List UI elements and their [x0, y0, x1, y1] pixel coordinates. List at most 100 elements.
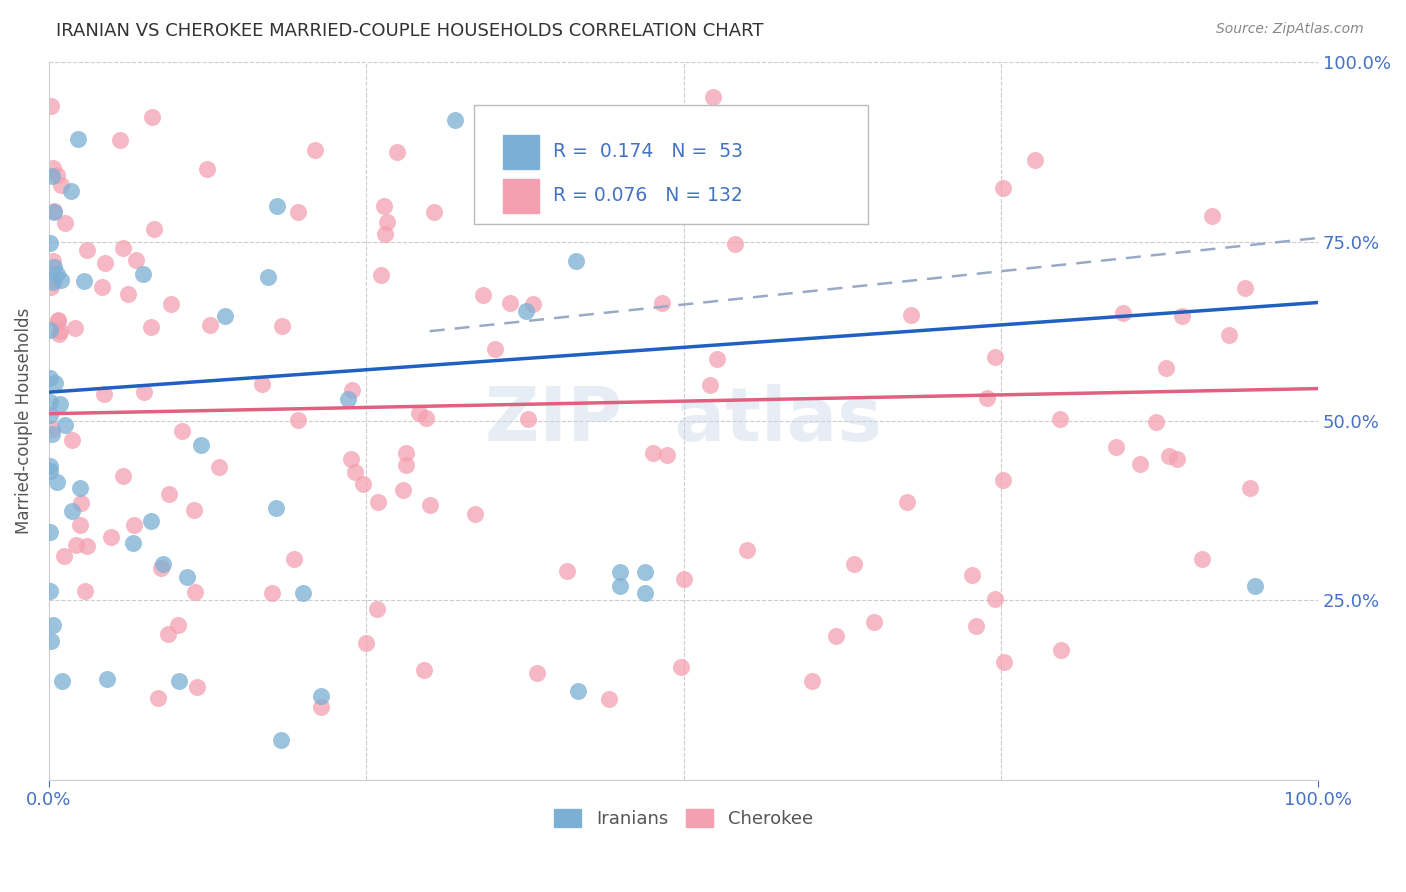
Point: [419, 498, 441, 512]
Point: [46, 314, 69, 328]
Point: [515, 304, 537, 318]
Point: [139, 319, 162, 334]
Point: [60, 504, 83, 518]
Point: [167, 617, 190, 632]
Point: [408, 406, 430, 420]
Point: [702, 90, 724, 104]
Point: [108, 133, 131, 147]
Point: [464, 507, 486, 521]
Point: [373, 199, 395, 213]
Point: [125, 253, 148, 268]
Point: [100, 530, 122, 544]
Point: [42, 275, 65, 289]
Point: [39, 459, 62, 474]
Point: [1239, 481, 1261, 495]
Point: [75, 583, 97, 598]
Point: [39, 99, 62, 113]
Point: [671, 659, 693, 673]
Point: [159, 297, 181, 311]
Point: [472, 288, 495, 302]
Point: [46, 168, 69, 182]
Point: [39, 583, 62, 598]
Point: [567, 684, 589, 698]
Point: [49, 324, 72, 338]
Point: [53, 216, 76, 230]
Point: [41, 169, 63, 183]
Point: [39, 235, 62, 250]
Point: [65, 321, 87, 335]
Point: [602, 161, 624, 175]
Bar: [503, 135, 538, 169]
Point: [250, 376, 273, 391]
Point: [1050, 643, 1073, 657]
Point: [124, 517, 146, 532]
Point: [340, 452, 363, 467]
Point: [1171, 309, 1194, 323]
Point: [207, 460, 229, 475]
Point: [1129, 457, 1152, 471]
Point: [387, 145, 409, 160]
Point: [526, 665, 548, 680]
Point: [415, 411, 437, 425]
Point: [609, 579, 631, 593]
Point: [44, 260, 66, 274]
Point: [139, 514, 162, 528]
Point: [484, 342, 506, 356]
Point: [699, 378, 721, 392]
Point: [367, 495, 389, 509]
Point: [46, 313, 69, 327]
Point: [132, 384, 155, 399]
Point: [374, 227, 396, 241]
Point: [271, 318, 294, 333]
Point: [39, 408, 62, 422]
Point: [304, 143, 326, 157]
Point: [93, 386, 115, 401]
Point: [564, 254, 586, 268]
Point: [52, 549, 75, 563]
Point: [309, 700, 332, 714]
Point: [60, 433, 83, 447]
Point: [69, 518, 91, 533]
Point: [309, 690, 332, 704]
Point: [1105, 440, 1128, 454]
Text: IRANIAN VS CHEROKEE MARRIED-COUPLE HOUSEHOLDS CORRELATION CHART: IRANIAN VS CHEROKEE MARRIED-COUPLE HOUSE…: [56, 22, 763, 40]
Point: [146, 691, 169, 706]
Point: [900, 308, 922, 322]
Point: [49, 397, 72, 411]
Point: [39, 322, 62, 336]
Point: [651, 295, 673, 310]
Point: [1201, 210, 1223, 224]
Point: [800, 674, 823, 689]
Point: [340, 383, 363, 397]
Point: [76, 243, 98, 257]
Point: [283, 551, 305, 566]
Point: [270, 732, 292, 747]
Point: [1166, 452, 1188, 467]
Point: [624, 166, 647, 180]
Point: [965, 619, 987, 633]
Point: [976, 392, 998, 406]
Point: [724, 236, 747, 251]
Point: [262, 585, 284, 599]
Text: R =  0.174   N =  53: R = 0.174 N = 53: [553, 142, 742, 161]
Point: [39, 525, 62, 540]
Point: [647, 134, 669, 148]
Point: [42, 204, 65, 219]
Point: [39, 634, 62, 648]
Point: [370, 268, 392, 283]
Point: [69, 496, 91, 510]
Point: [41, 422, 63, 436]
Point: [598, 692, 620, 706]
Point: [641, 445, 664, 459]
Point: [186, 681, 208, 695]
Point: [287, 205, 309, 219]
Point: [53, 417, 76, 432]
Point: [169, 674, 191, 689]
Point: [48, 326, 70, 341]
Point: [195, 162, 218, 177]
Legend: Iranians, Cherokee: Iranians, Cherokee: [547, 801, 820, 835]
Point: [1157, 449, 1180, 463]
Point: [152, 558, 174, 572]
Text: Source: ZipAtlas.com: Source: ZipAtlas.com: [1216, 22, 1364, 37]
Point: [714, 203, 737, 218]
